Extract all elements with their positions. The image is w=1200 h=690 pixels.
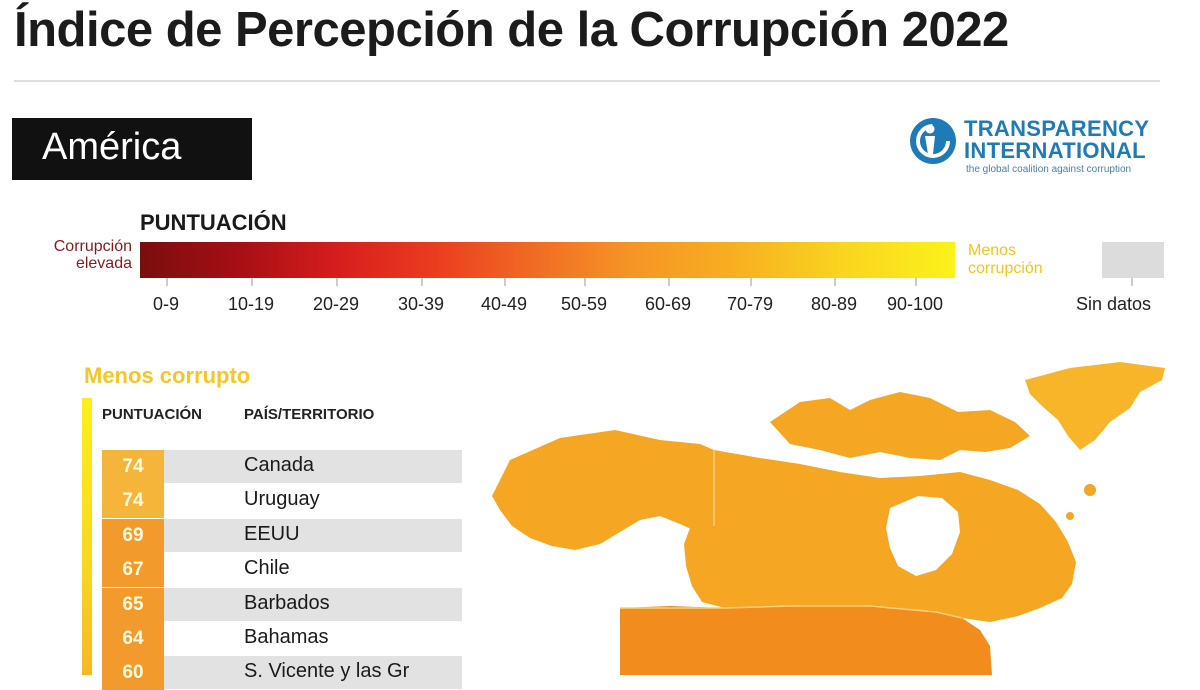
ranking-country: EEUU <box>244 522 300 545</box>
legend-range-label: 90-100 <box>886 294 944 314</box>
ranking-row: 67 Chile <box>102 553 464 588</box>
ranking-row: 64 Bahamas <box>102 622 464 656</box>
legend-right-line2: corrupción <box>968 260 1043 277</box>
ranking-score: 74 <box>102 450 164 484</box>
ranking-country: Barbados <box>244 591 330 614</box>
title-divider <box>14 80 1160 82</box>
legend-no-data-swatch <box>1102 242 1164 278</box>
map-hudson-bay <box>886 496 960 576</box>
ranking-score: 64 <box>102 622 164 656</box>
legend-range-label: 40-49 <box>480 294 528 314</box>
legend-tick <box>166 278 168 286</box>
transparency-international-logo: TRANSPARENCY INTERNATIONAL the global co… <box>908 114 1170 180</box>
ranking-row-background <box>164 587 462 621</box>
legend-tick <box>336 278 338 286</box>
north-america-map <box>492 362 1165 675</box>
legend-range-label: 50-59 <box>560 294 608 314</box>
page-title: Índice de Percepción de la Corrupción 20… <box>14 3 1009 57</box>
legend-tick <box>421 278 423 286</box>
legend-high-corruption-label: Corrupción elevada <box>24 238 132 272</box>
logo-text-line2: INTERNATIONAL <box>964 138 1146 163</box>
legend-no-data-tick <box>1131 278 1133 286</box>
legend-tick <box>504 278 506 286</box>
transparency-international-logo-icon <box>910 118 956 164</box>
ranking-row-background <box>164 518 462 552</box>
legend-heading: PUNTUACIÓN <box>140 210 287 235</box>
ranking-row: 60 S. Vicente y las Gr <box>102 656 464 690</box>
ranking-row-background <box>164 553 462 586</box>
legend-color-scale <box>140 242 955 278</box>
map-greenland <box>1025 362 1165 450</box>
legend-low-corruption-label: Menos corrupción <box>968 242 1043 278</box>
ranking-country: Chile <box>244 557 290 580</box>
ranking-score: 65 <box>102 587 164 622</box>
legend-range-label: 0-9 <box>152 294 180 314</box>
ranking-country: Uruguay <box>244 488 320 511</box>
ranking-section-label: Menos corrupto <box>84 363 251 388</box>
map-border-canada-usa <box>620 605 963 619</box>
legend-range-label: 10-19 <box>227 294 275 314</box>
ranking-score-header: PUNTUACIÓN <box>102 406 202 423</box>
map-island <box>1066 512 1074 520</box>
ranking-score: 67 <box>102 553 164 588</box>
legend-ticks <box>140 278 955 288</box>
ranking-row: 65 Barbados <box>102 587 464 622</box>
legend-tick <box>584 278 586 286</box>
region-label: América <box>42 126 182 168</box>
legend-tick <box>251 278 253 286</box>
legend-tick <box>668 278 670 286</box>
ranking-score: 69 <box>102 518 164 553</box>
ranking-row-background <box>164 450 462 483</box>
legend-range-label: 60-69 <box>644 294 692 314</box>
logo-text-line1: TRANSPARENCY <box>964 116 1150 141</box>
legend-right-line1: Menos <box>968 242 1017 259</box>
ranking-country: S. Vicente y las Gr <box>244 660 410 683</box>
legend-range-label: 20-29 <box>312 294 360 314</box>
legend-range-label: 30-39 <box>397 294 445 314</box>
region-badge: América <box>12 118 252 180</box>
ranking-country: Canada <box>244 454 315 476</box>
legend-range-label: 70-79 <box>726 294 774 314</box>
logo-tagline: the global coalition against corruption <box>966 164 1132 175</box>
ranking-country: Bahamas <box>244 626 329 648</box>
ranking-score: 60 <box>102 656 164 690</box>
ranking-score: 74 <box>102 484 164 519</box>
map-alaska <box>492 430 714 550</box>
legend-range-label: 80-89 <box>810 294 858 314</box>
map-arctic-islands <box>770 392 1030 460</box>
legend-left-line2: elevada <box>75 255 132 272</box>
ranking-row: 74 Canada <box>102 450 464 484</box>
ranking-country-header: PAÍS/TERRITORIO <box>244 406 375 423</box>
ranking-row: 69 EEUU <box>102 518 464 553</box>
ranking-gradient-bar <box>82 398 92 675</box>
legend-tick <box>834 278 836 286</box>
ranking-row: 74 Uruguay <box>102 484 464 519</box>
legend-left-line1: Corrupción <box>53 238 132 255</box>
map-canada <box>684 450 1076 622</box>
legend-tick <box>915 278 917 286</box>
legend-no-data-label: Sin datos <box>1076 294 1152 314</box>
map-usa <box>620 606 992 675</box>
map-island <box>1084 484 1096 496</box>
legend-tick <box>750 278 752 286</box>
